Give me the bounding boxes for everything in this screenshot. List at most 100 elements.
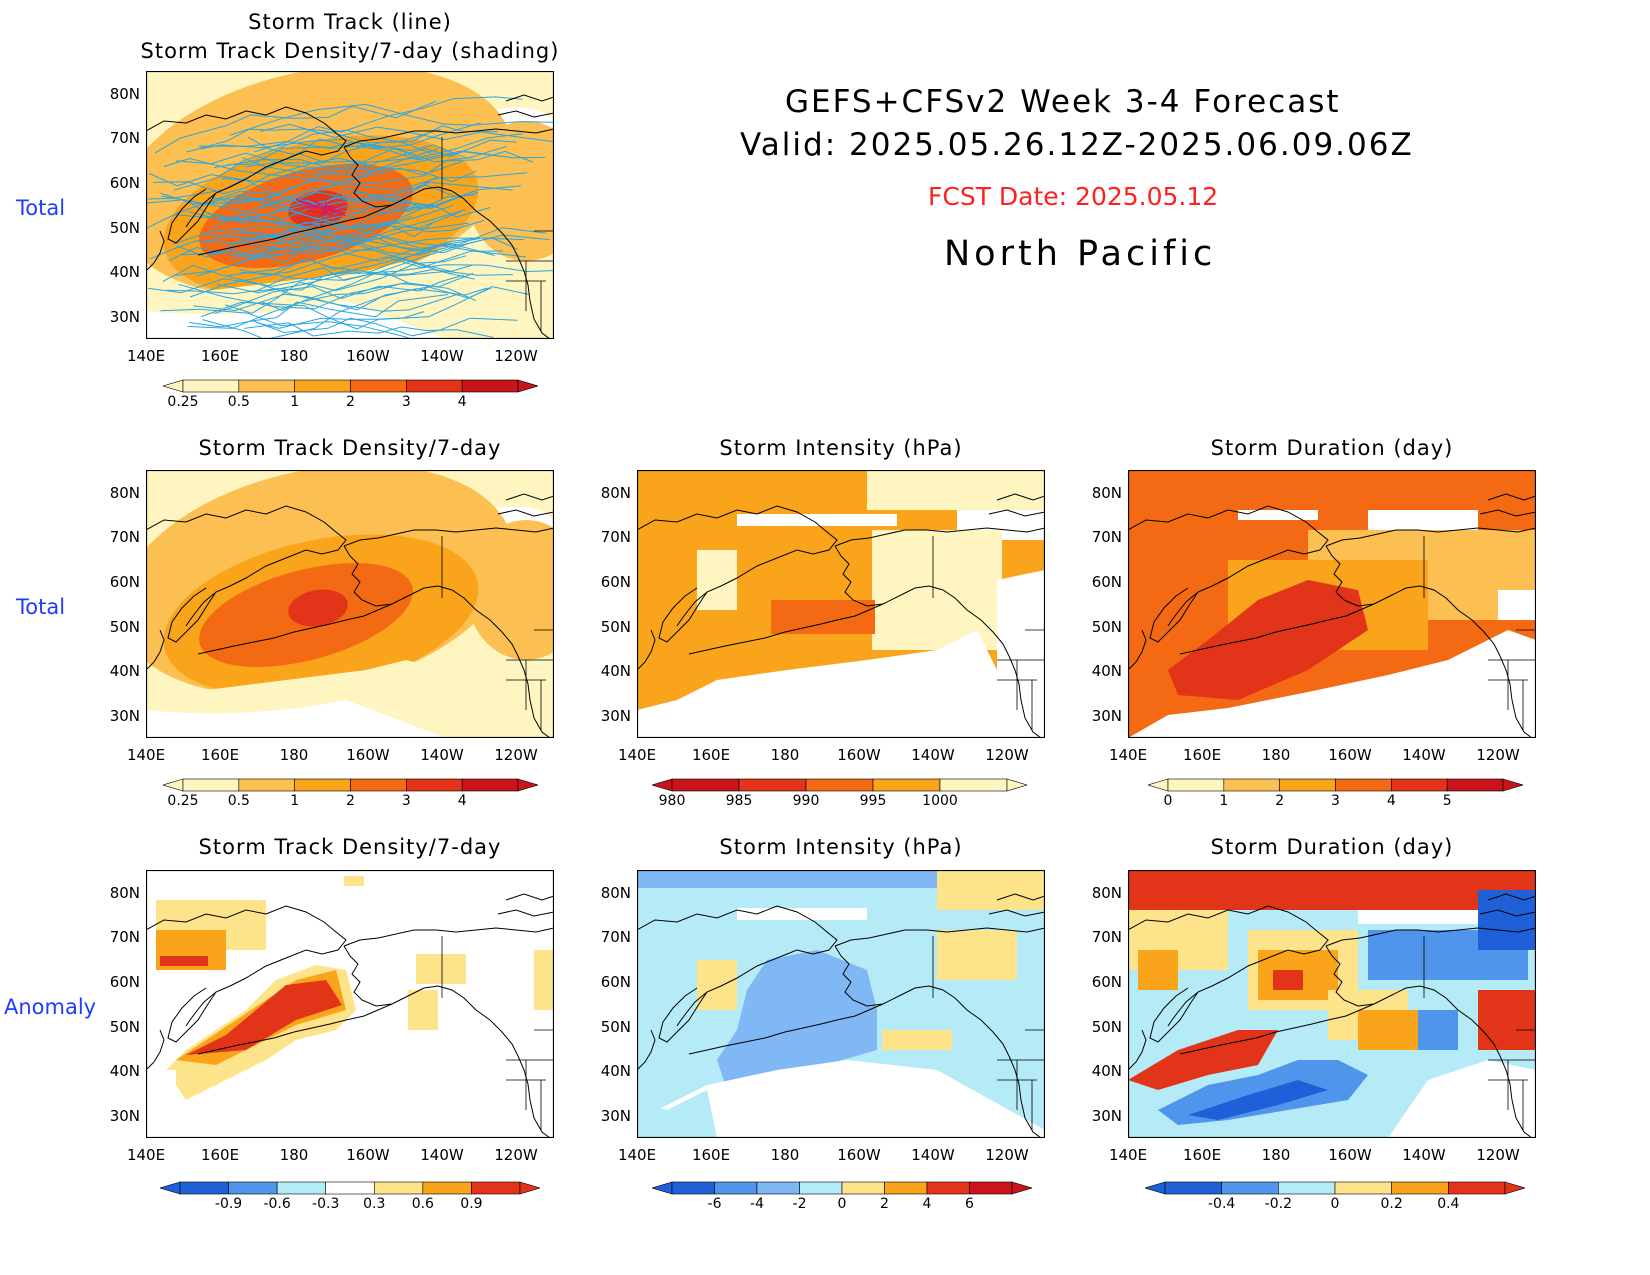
colorbar-min-arrow [650, 778, 673, 792]
longitude-label: 140W [1402, 746, 1446, 764]
colorbar-min-arrow [161, 379, 184, 393]
colorbar: -0.4 -0.2 0 0.2 0.4 [1143, 1180, 1527, 1216]
colorbar-tick-label: 0.25 [167, 394, 199, 410]
latitude-label: 80N [600, 484, 631, 502]
colorbar-tick-label: 1 [290, 793, 300, 809]
latitude-label: 60N [1091, 573, 1122, 591]
longitude-label: 180 [279, 1146, 309, 1164]
map-frame [146, 71, 554, 339]
latitude-label: 80N [109, 85, 140, 103]
longitude-label: 160E [1182, 1146, 1222, 1164]
colorbar-swatch [406, 778, 463, 792]
longitude-label: 120W [494, 347, 538, 365]
colorbar-tick-label: 0.9 [460, 1196, 483, 1212]
map-field [146, 71, 554, 339]
latitude-label: 30N [600, 1107, 631, 1125]
row-label-anomaly: Anomaly [4, 995, 97, 1019]
political-borders [932, 936, 1045, 1130]
colorbar-tick-label: 0.6 [411, 1196, 434, 1212]
colorbar-tick-label: 0.25 [167, 793, 199, 809]
latitude-label: 70N [1091, 528, 1122, 546]
latitude-label: 40N [600, 1062, 631, 1080]
map-frame [1128, 470, 1536, 738]
latitude-label: 50N [600, 618, 631, 636]
colorbar-tick-label: 2 [346, 793, 355, 809]
colorbar-swatch [294, 778, 351, 792]
colorbar: 0 1 2 3 4 5 [1146, 777, 1525, 813]
panel-title: Storm Track Density/7-day [198, 835, 502, 859]
longitude-label: 180 [279, 347, 309, 365]
shaded-field [146, 470, 554, 738]
land-outline [1128, 493, 1536, 738]
latitude-label: 50N [600, 1018, 631, 1036]
latitude-label: 30N [600, 707, 631, 725]
shaded-field [637, 870, 1045, 1138]
colorbar-swatch [926, 1181, 970, 1195]
latitude-label: 40N [600, 662, 631, 680]
colorbar-max-arrow [1011, 1181, 1034, 1195]
colorbar-swatch [325, 1181, 375, 1195]
land-outline [1128, 893, 1536, 1138]
latitude-label: 50N [1091, 618, 1122, 636]
panel-title: Storm Track (line) [248, 10, 452, 34]
colorbar-max-arrow [1006, 778, 1029, 792]
colorbar-tick-label: 990 [792, 793, 820, 809]
shaded-field [146, 870, 554, 1138]
latitude-label: 80N [600, 884, 631, 902]
longitude-label: 140W [911, 746, 955, 764]
latitude-label: 40N [1091, 1062, 1122, 1080]
row-label-total-top: Total [16, 196, 66, 220]
longitude-label: 160W [346, 746, 390, 764]
latitude-label: 40N [109, 662, 140, 680]
latitude-label: 60N [600, 973, 631, 991]
map-field [637, 870, 1045, 1138]
colorbar-tick-label: -0.2 [1264, 1196, 1292, 1212]
longitude-label: 140E [617, 746, 657, 764]
latitude-label: 30N [1091, 1107, 1122, 1125]
longitude-label: 140W [420, 347, 464, 365]
colorbar-tick-label: 5 [1442, 793, 1452, 809]
map-panel-density [146, 470, 554, 738]
latitude-label: 50N [109, 1018, 140, 1036]
longitude-label: 140W [420, 1146, 464, 1164]
colorbar-tick-label: -0.6 [263, 1196, 291, 1212]
longitude-label: 140E [617, 1146, 657, 1164]
panel-title: Storm Intensity (hPa) [719, 835, 963, 859]
forecast-date: FCST Date: 2025.05.12 [928, 182, 1219, 211]
colorbar-tick-label: 4 [457, 394, 467, 410]
map-frame [637, 870, 1045, 1138]
longitude-label: 140E [126, 347, 166, 365]
latitude-label: 80N [109, 484, 140, 502]
colorbar: -6 -4 -2 0 2 4 6 [650, 1180, 1034, 1216]
political-borders [1423, 936, 1536, 1130]
map-panel-track [146, 71, 554, 339]
colorbar-swatch [238, 379, 295, 393]
longitude-label: 160E [200, 746, 240, 764]
longitude-label: 120W [494, 1146, 538, 1164]
dense-track-core [295, 198, 347, 217]
latitude-label: 30N [109, 707, 140, 725]
colorbar-min-arrow [650, 1181, 673, 1195]
colorbar-swatch [350, 778, 407, 792]
region-title: North Pacific [944, 234, 1217, 274]
colorbar-swatch [276, 1181, 327, 1195]
colorbar-swatch [756, 1181, 800, 1195]
longitude-label: 120W [985, 1146, 1029, 1164]
political-borders [441, 536, 554, 730]
latitude-label: 80N [109, 884, 140, 902]
political-borders [441, 936, 554, 1130]
colorbar-max-arrow [517, 778, 540, 792]
panel-title: Storm Intensity (hPa) [719, 436, 963, 460]
colorbar-min-arrow [1143, 1181, 1166, 1195]
longitude-label: 160W [1328, 1146, 1372, 1164]
colorbar-swatch [422, 1181, 472, 1195]
map-panel-intensity [637, 470, 1045, 738]
colorbar-swatch [294, 379, 351, 393]
colorbar-swatch [939, 778, 1008, 792]
colorbar: 0.25 0.5 1 2 3 4 [161, 777, 540, 813]
colorbar-tick-label: 0 [837, 1196, 847, 1212]
colorbar-swatch [1223, 778, 1280, 792]
political-borders [932, 536, 1045, 730]
longitude-label: 180 [279, 746, 309, 764]
political-borders [441, 137, 554, 331]
